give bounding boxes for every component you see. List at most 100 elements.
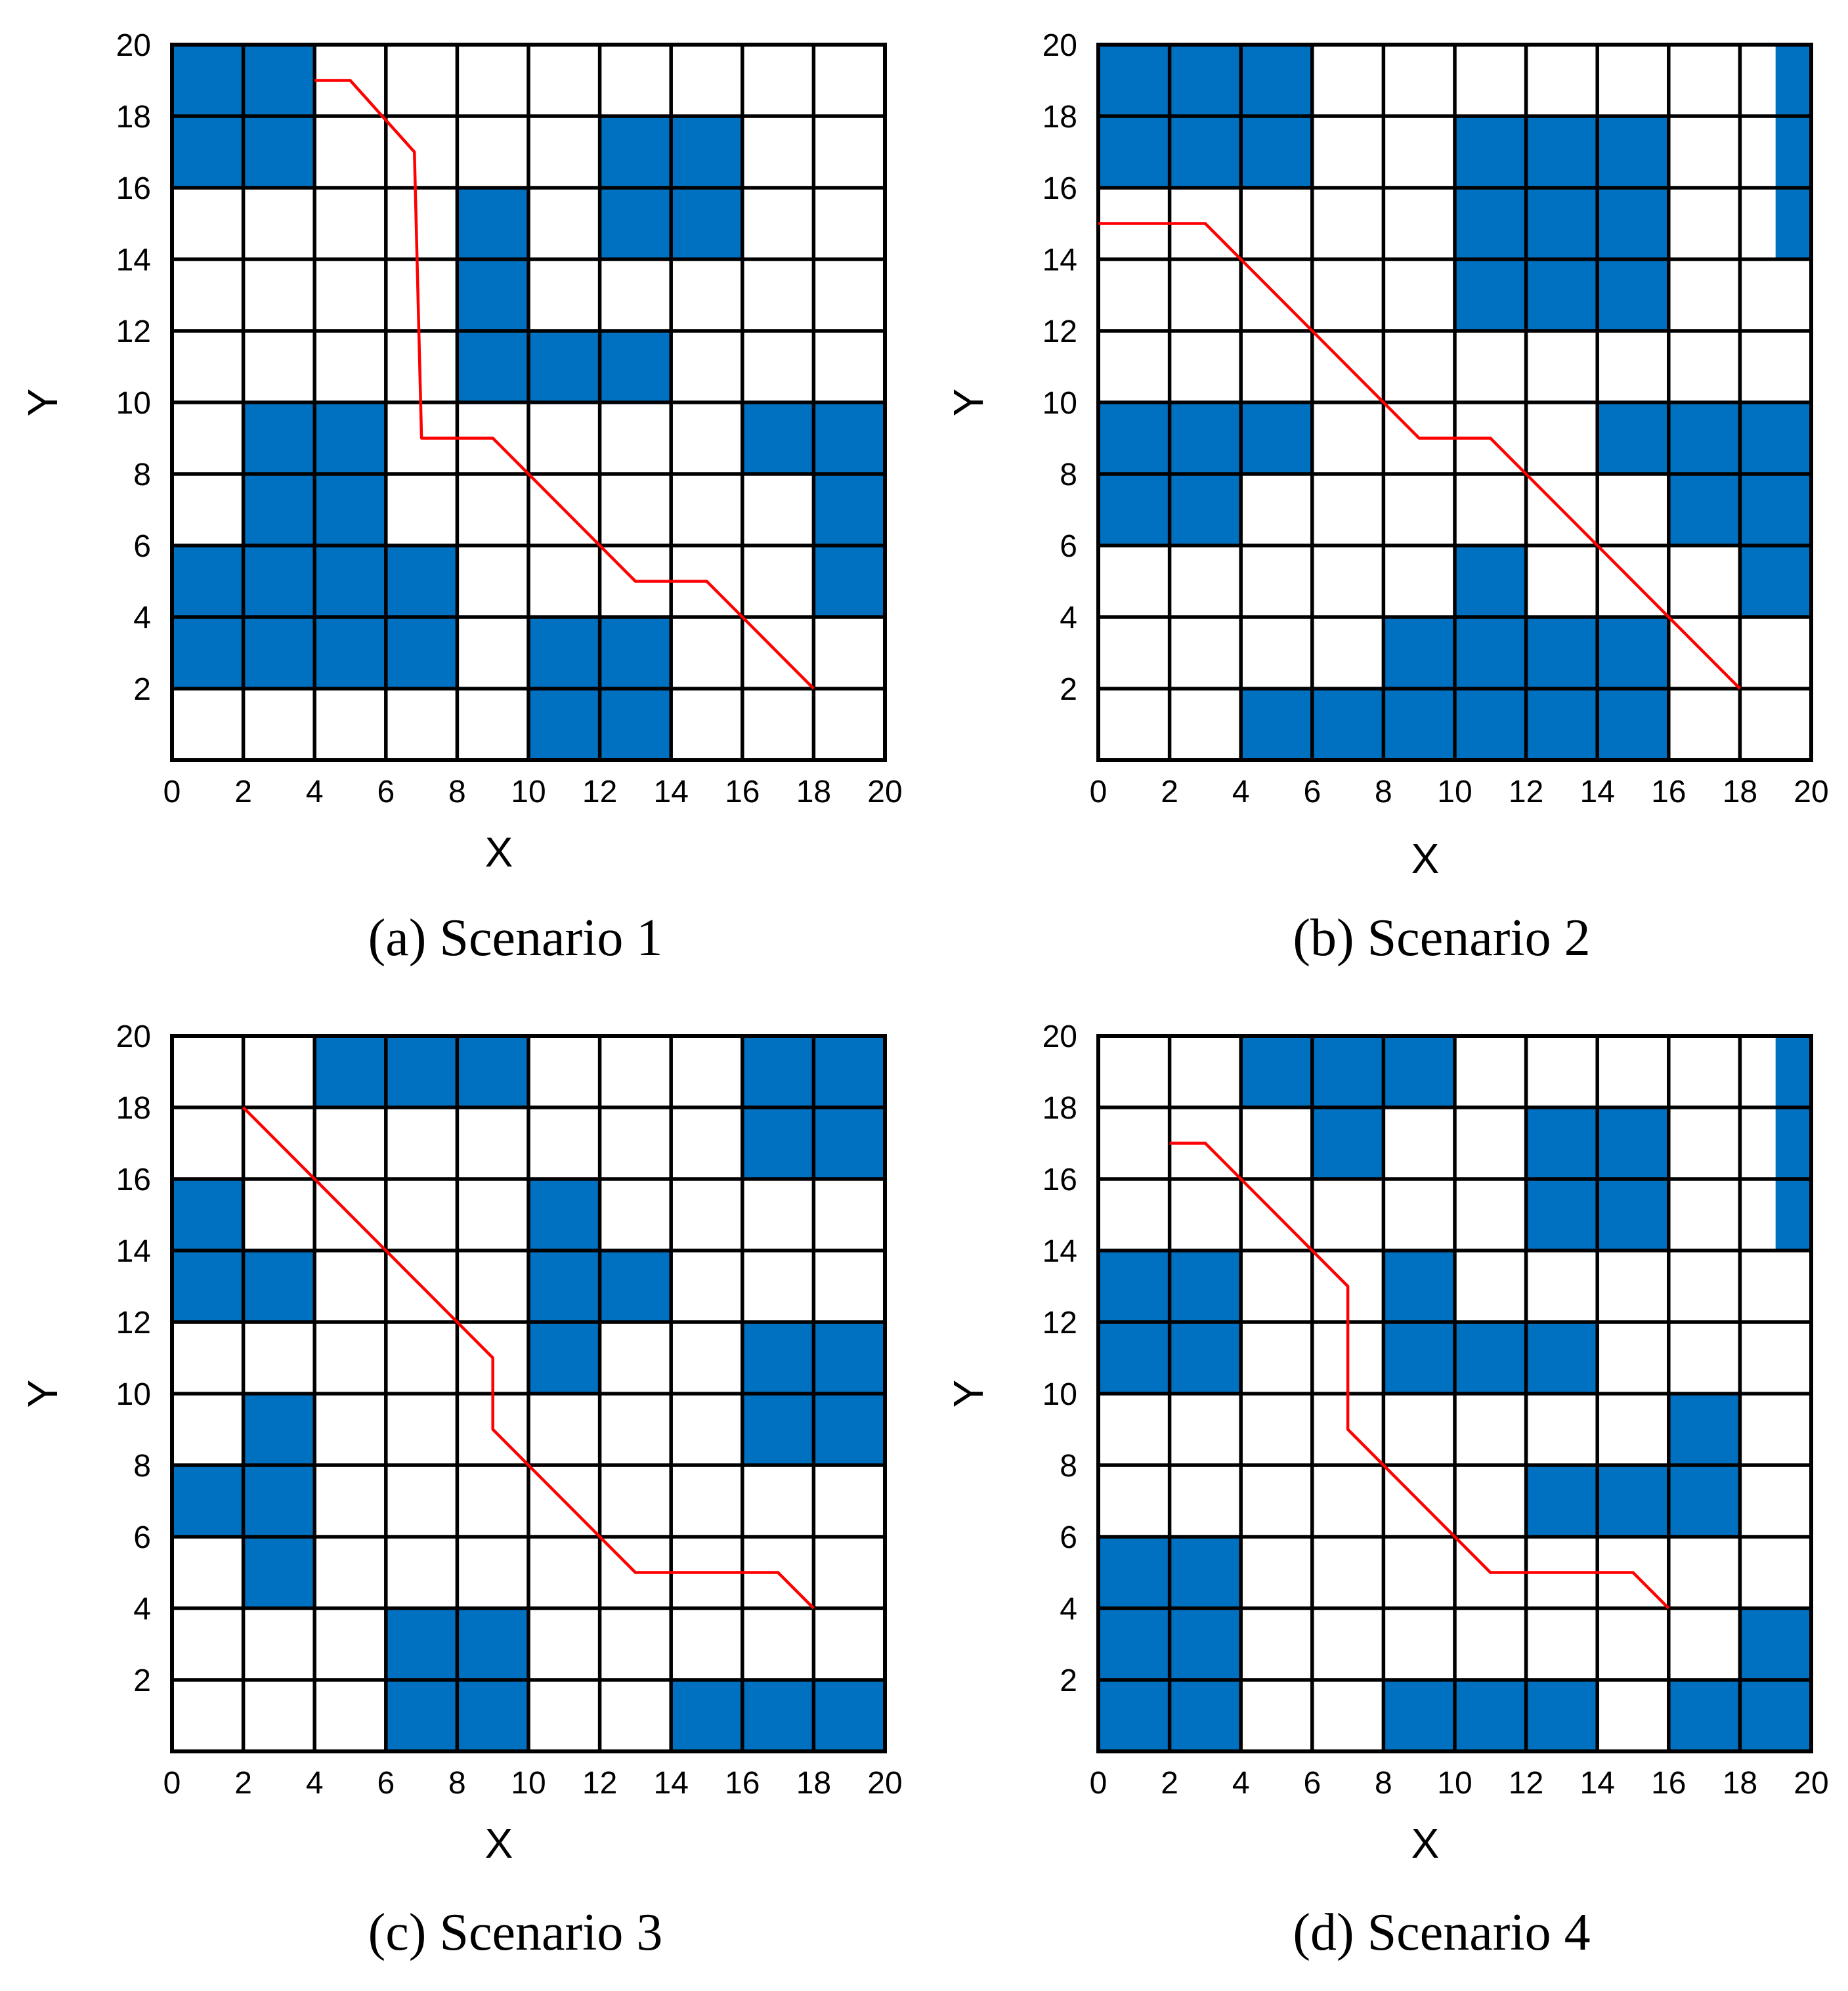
panel-1-xtick-18: 18 (796, 775, 831, 809)
panel-4-ytick-10: 10 (1042, 1377, 1077, 1412)
panel-1-xtick-4: 4 (306, 775, 324, 809)
panel-2-obstacle-11 (1455, 546, 1526, 617)
panel-4-frame (1096, 1034, 1813, 1753)
panel-2-ytick-14: 14 (1042, 243, 1077, 278)
panel-1-xtick-16: 16 (725, 775, 760, 809)
panel-4-ytick-4: 4 (1060, 1592, 1077, 1627)
panel-2-caption: (b) Scenario 2 (1293, 909, 1590, 967)
panel-4-ytick-2: 2 (1060, 1663, 1077, 1698)
panel-2-obstacle-6 (1597, 402, 1811, 474)
panel-3-obstacle-5 (528, 1179, 600, 1394)
panel-3-xlabel: X (485, 1820, 513, 1867)
panel-1-obstacle-7 (813, 402, 885, 617)
panel-1-xlabel: X (485, 828, 513, 876)
panel-3-obstacle-9 (172, 1465, 244, 1537)
panel-4-xtick-2: 2 (1161, 1766, 1178, 1801)
panel-4-ytick-12: 12 (1042, 1306, 1077, 1340)
panel-2-xtick-0: 0 (1090, 775, 1107, 809)
panel-1-obstacle-3 (457, 188, 528, 402)
panel-3-ytick-16: 16 (116, 1163, 151, 1197)
panel-3-obstacle-11 (671, 1680, 885, 1751)
panel-3-ytick-10: 10 (116, 1377, 151, 1412)
panel-1-ytick-14: 14 (116, 243, 151, 278)
panel-3-xtick-6: 6 (377, 1766, 395, 1801)
panel-3-ytick-2: 2 (133, 1663, 151, 1698)
panel-2-xtick-4: 4 (1232, 775, 1250, 809)
panel-4-caption: (d) Scenario 4 (1293, 1904, 1590, 1961)
panel-3-xtick-4: 4 (306, 1766, 324, 1801)
panel-2-obstacle-3 (1455, 116, 1669, 331)
panel-1-path (314, 79, 815, 690)
panel-2-xtick-18: 18 (1723, 775, 1757, 809)
panel-2-ytick-20: 20 (1042, 28, 1077, 63)
panel-2-ytick-18: 18 (1042, 100, 1077, 135)
panel-2-obstacle-4 (1098, 402, 1312, 474)
panel-2-xtick-14: 14 (1580, 775, 1615, 809)
panel-3-xtick-2: 2 (234, 1766, 252, 1801)
panel-2-xtick-2: 2 (1161, 775, 1178, 809)
panel-1-xtick-10: 10 (511, 775, 546, 809)
panel-4-obstacle-2 (1312, 1107, 1384, 1179)
panel-2-ylabel: Y (945, 389, 992, 417)
panel-3-ytick-6: 6 (133, 1520, 151, 1555)
panel-3-xtick-0: 0 (163, 1766, 181, 1801)
panel-4-xtick-6: 6 (1303, 1766, 1321, 1801)
panel-3-xtick-10: 10 (511, 1766, 546, 1801)
panel-2-path (1098, 222, 1741, 690)
panel-1-ytick-18: 18 (116, 100, 151, 135)
panel-3-obstacle-8 (243, 1394, 315, 1608)
panel-3: 0 2 4 6 8 10 12 14 16 18 20 2 4 6 8 10 12 14 16 18 20 X Y (c) S… (19, 1019, 903, 1961)
panel-1-frame (170, 43, 887, 762)
panel-4-ytick-8: 8 (1060, 1449, 1077, 1484)
panel-4-xtick-0: 0 (1090, 1766, 1107, 1801)
panel-1-xtick-2: 2 (234, 775, 252, 809)
panel-1-xtick-12: 12 (582, 775, 617, 809)
panel-1-ytick-6: 6 (133, 529, 151, 564)
panel-4-ytick-14: 14 (1042, 1234, 1077, 1269)
panel-4-xtick-14: 14 (1580, 1766, 1615, 1801)
panel-4-obstacle-13 (1740, 1608, 1811, 1680)
panel-3-ytick-8: 8 (133, 1449, 151, 1484)
panel-1-xtick-8: 8 (448, 775, 466, 809)
panel-4-xtick-8: 8 (1375, 1766, 1392, 1801)
panel-3-xtick-18: 18 (796, 1766, 831, 1801)
panel-4-obstacle-9 (1668, 1394, 1740, 1465)
panel-3-ytick-14: 14 (116, 1234, 151, 1269)
panel-4-obstacle-4 (1775, 1036, 1811, 1251)
panel-2-xtick-12: 12 (1509, 775, 1543, 809)
panel-4: 0 2 4 6 8 10 12 14 16 18 20 2 4 6 8 10 12 14 16 18 20 X Y (d) S… (945, 1019, 1829, 1961)
panel-4-obstacle-11 (1383, 1680, 1598, 1751)
panel-2-obstacle-2 (1775, 45, 1811, 259)
panel-3-ytick-20: 20 (116, 1019, 151, 1054)
panel-2-ytick-2: 2 (1060, 672, 1077, 707)
panel-2-obstacle-8 (1740, 546, 1811, 617)
panel-2-xtick-8: 8 (1375, 775, 1392, 809)
panel-3-obstacle-1 (314, 1036, 528, 1107)
panel-2-ytick-10: 10 (1042, 386, 1077, 421)
panel-4-path (1169, 1142, 1670, 1610)
panel-4-obstacle-1 (1241, 1036, 1455, 1107)
panel-1-xtick-6: 6 (377, 775, 395, 809)
panel-2-ytick-6: 6 (1060, 529, 1077, 564)
panel-3-obstacle-3 (172, 1179, 244, 1251)
panel-4-xtick-4: 4 (1232, 1766, 1250, 1801)
panel-3-ytick-4: 4 (133, 1592, 151, 1627)
panel-4-xtick-10: 10 (1437, 1766, 1472, 1801)
panel-4-xlabel: X (1411, 1820, 1440, 1867)
panel-4-obstacle-8 (1526, 1465, 1740, 1537)
panel-3-ytick-18: 18 (116, 1091, 151, 1126)
panel-4-ytick-20: 20 (1042, 1019, 1077, 1054)
panel-2-ytick-8: 8 (1060, 458, 1077, 492)
panel-2-ytick-16: 16 (1042, 171, 1077, 206)
panel-1: 0 2 4 6 8 10 12 14 16 18 20 2 4 6 8 10 12 14 16 18 20 X Y (a) S… (19, 28, 903, 967)
panel-1-xtick-0: 0 (163, 775, 181, 809)
panel-3-path (242, 1106, 815, 1610)
panel-3-frame (170, 1034, 887, 1753)
panel-4-ytick-18: 18 (1042, 1091, 1077, 1126)
panel-4-ytick-16: 16 (1042, 1163, 1077, 1197)
panel-1-ytick-12: 12 (116, 314, 151, 349)
panel-3-xtick-16: 16 (725, 1766, 760, 1801)
panel-1-ytick-4: 4 (133, 601, 151, 635)
panel-3-ylabel: Y (19, 1380, 66, 1408)
